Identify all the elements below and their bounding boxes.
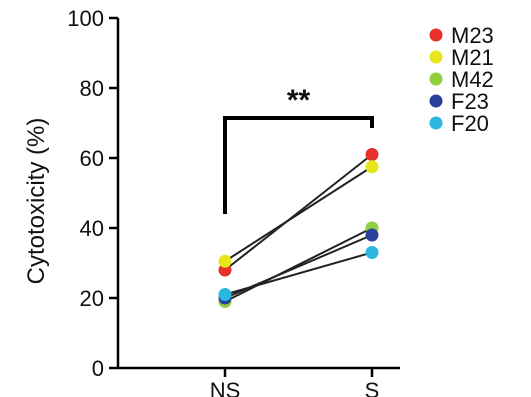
- y-tick-label-2: 40: [80, 216, 104, 241]
- legend-marker-f23: [429, 94, 443, 108]
- pair-line-f20: [224, 251, 373, 296]
- significance-label: **: [287, 84, 311, 117]
- y-axis-label: Cytotoxicity (%): [23, 118, 50, 285]
- y-tick-label-3: 60: [80, 146, 104, 171]
- significance-annotation: **: [223, 84, 374, 214]
- legend-label-m21: M21: [451, 45, 494, 70]
- x-tick-label-0: NS: [210, 378, 241, 397]
- point-m21-ns: [218, 254, 232, 268]
- pair-line-m23: [224, 153, 373, 271]
- legend-label-m23: M23: [451, 23, 494, 48]
- pair-line-m42: [224, 227, 373, 303]
- y-tick-label-0: 0: [92, 356, 104, 381]
- y-tick-label-4: 80: [80, 76, 104, 101]
- axes: 0 20 40 60 80 100 NS S Cytotoxicity (%): [23, 6, 400, 397]
- data-points: [218, 148, 379, 308]
- point-f20-ns: [218, 288, 232, 301]
- pair-lines: [224, 153, 373, 303]
- legend-marker-m42: [429, 72, 443, 86]
- significance-bracket: [223, 116, 374, 214]
- y-tick-label-5: 100: [67, 6, 104, 31]
- y-tick-label-1: 20: [80, 286, 104, 311]
- legend-label-f23: F23: [451, 89, 489, 114]
- point-m21-s: [365, 160, 379, 174]
- point-f23-s: [365, 228, 379, 242]
- legend-marker-m23: [429, 28, 443, 42]
- point-f20-s: [365, 246, 379, 259]
- legend-marker-m21: [429, 50, 443, 64]
- x-tick-label-1: S: [365, 378, 380, 397]
- legend-marker-f20: [429, 116, 443, 130]
- legend-label-f20: F20: [451, 111, 489, 136]
- legend-label-m42: M42: [451, 67, 494, 92]
- pair-line-m21: [224, 165, 373, 263]
- point-m23-s: [365, 148, 379, 161]
